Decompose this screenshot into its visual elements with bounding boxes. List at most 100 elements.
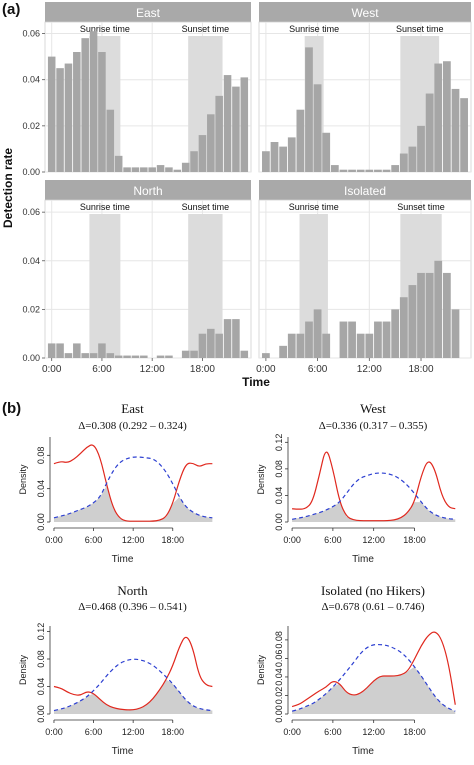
x-tick-label: 6:00: [308, 364, 328, 375]
density-title: North: [117, 583, 148, 598]
y-tick-label: 0.08: [36, 650, 46, 668]
density-xlabel: Time: [112, 746, 134, 757]
facet-title: West: [351, 6, 379, 20]
x-tick-label: 12:00: [122, 727, 145, 737]
bar-north-h4: [81, 353, 89, 358]
x-tick-label: 0:00: [256, 364, 276, 375]
bar-facet-east: East Sunrise time Sunset time 0.00 0.02 0.04 0…: [22, 2, 252, 177]
bar-west-h21: [442, 61, 451, 172]
sunset-label: Sunset time: [182, 202, 230, 212]
overlap-area: [53, 485, 213, 522]
bar-north-h23: [240, 350, 249, 358]
density-ylabel: Density: [18, 654, 28, 685]
series-line-red: [53, 444, 213, 522]
y-tick-label: 0.00: [22, 167, 40, 177]
x-tick-label: 18:00: [190, 364, 215, 375]
x-tick-label: 0:00: [283, 535, 301, 545]
bar-isolated-h19: [425, 272, 434, 358]
bar-east-h11: [140, 167, 148, 172]
bar-west-h3: [287, 137, 296, 172]
bar-north-h14: [165, 355, 173, 358]
bar-east-h15: [173, 169, 182, 172]
bar-north-h9: [123, 355, 131, 358]
facet-title: East: [136, 6, 161, 20]
x-tick-label: 0:00: [45, 727, 63, 737]
sunrise-label: Sunrise time: [80, 202, 130, 212]
bar-west-h22: [451, 88, 460, 172]
bar-north-h3: [73, 343, 81, 358]
bar-east-h10: [131, 167, 140, 172]
bar-west-h17: [408, 146, 417, 172]
bar-east-h3: [73, 52, 81, 172]
bar-isolated-h6: [313, 309, 322, 358]
x-tick-label: 12:00: [357, 364, 382, 375]
bar-north-h10: [131, 355, 140, 358]
series-line-blue: [53, 456, 213, 519]
bar-west-h9: [339, 169, 348, 172]
bar-west-h16: [399, 153, 408, 172]
x-tick-label: 18:00: [161, 727, 184, 737]
bar-west-h1: [270, 142, 279, 172]
density-title: Isolated (no Hikers): [321, 583, 425, 598]
overlap-area: [53, 679, 213, 714]
series-line-red: [53, 636, 213, 711]
bar-isolated-h0: [262, 353, 270, 358]
bar-west-h6: [313, 84, 322, 172]
bar-east-h9: [123, 167, 131, 172]
x-tick-label: 18:00: [161, 535, 184, 545]
facet-strip: [45, 180, 251, 200]
y-tick-label: 0.00: [22, 353, 40, 363]
bar-isolated-h5: [305, 321, 313, 358]
bar-isolated-h18: [417, 272, 425, 358]
facet-title: North: [133, 184, 162, 198]
bar-east-h18: [198, 135, 207, 172]
sunrise-band: [89, 214, 121, 358]
sunset-label: Sunset time: [182, 24, 230, 34]
bar-isolated-h16: [399, 297, 408, 358]
bar-north-h20: [215, 333, 223, 358]
x-tick-label: 0:00: [45, 535, 63, 545]
sunset-label: Sunset time: [396, 24, 444, 34]
facet-strip: [45, 2, 251, 22]
bar-north-h16: [181, 350, 190, 358]
plots: East Sunrise time Sunset time 0.00 0.02 0.04 0…: [18, 2, 472, 757]
y-tick-label: 0.04: [36, 480, 46, 498]
bar-west-h7: [322, 132, 331, 172]
detection-rate-ylabel: Detection rate: [1, 148, 15, 228]
y-tick-label: 0.06: [274, 650, 284, 668]
bar-east-h8: [114, 155, 123, 172]
bar-east-h23: [240, 77, 249, 172]
bar-north-h1: [56, 343, 64, 358]
bar-east-h17: [190, 151, 198, 172]
y-tick-label: 0.04: [22, 75, 40, 85]
bar-isolated-h12: [365, 333, 374, 358]
y-tick-label: 0.08: [36, 447, 46, 465]
bar-isolated-h22: [451, 309, 460, 358]
bar-north-h22: [232, 319, 240, 358]
bar-east-h16: [181, 162, 190, 172]
x-tick-label: 18:00: [403, 727, 426, 737]
y-tick-label: 0.08: [274, 460, 284, 478]
density-title: East: [121, 401, 144, 416]
bar-west-h4: [296, 109, 305, 172]
bar-isolated-h17: [408, 285, 417, 358]
bar-east-h4: [81, 38, 89, 173]
sunrise-label: Sunrise time: [80, 24, 130, 34]
bar-isolated-h10: [348, 321, 356, 358]
y-tick-label: 0.02: [22, 121, 40, 131]
bar-north-h8: [114, 355, 123, 358]
bar-north-h5: [89, 353, 98, 358]
bar-east-h12: [148, 167, 156, 172]
bar-isolated-h14: [382, 321, 391, 358]
bar-east-h22: [232, 86, 240, 172]
facet-title: Isolated: [344, 184, 386, 198]
density-subtitle: Δ=0.468 (0.396 – 0.541): [78, 601, 187, 613]
bar-isolated-h7: [322, 333, 331, 358]
bar-west-h12: [365, 169, 374, 172]
bar-north-h21: [223, 319, 232, 358]
x-tick-label: 18:00: [403, 535, 426, 545]
bar-east-h19: [207, 114, 215, 172]
bar-facet-isolated: Isolated Sunrise time Sunset time 0:00 6:00 1…: [256, 180, 472, 375]
facet-strip: [259, 2, 471, 22]
bar-east-h7: [106, 109, 115, 172]
